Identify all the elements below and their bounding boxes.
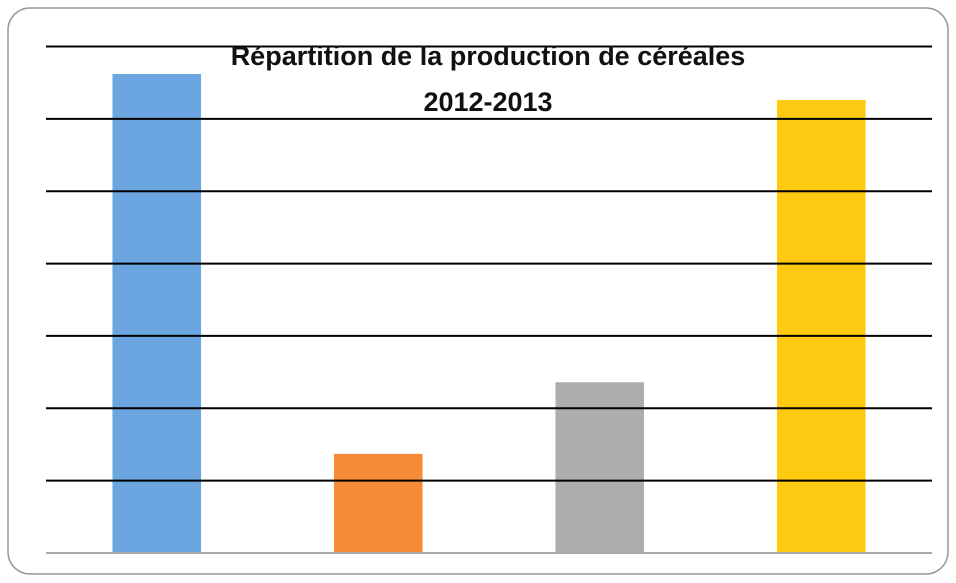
plot-area [46,45,932,554]
frame [7,7,949,575]
bar [555,382,645,553]
chart-title: Répartition de la production de céréales [231,41,746,71]
bar [776,100,866,554]
chart-title: 2012-2013 [423,87,552,117]
bar [112,73,202,553]
bar [333,453,423,553]
